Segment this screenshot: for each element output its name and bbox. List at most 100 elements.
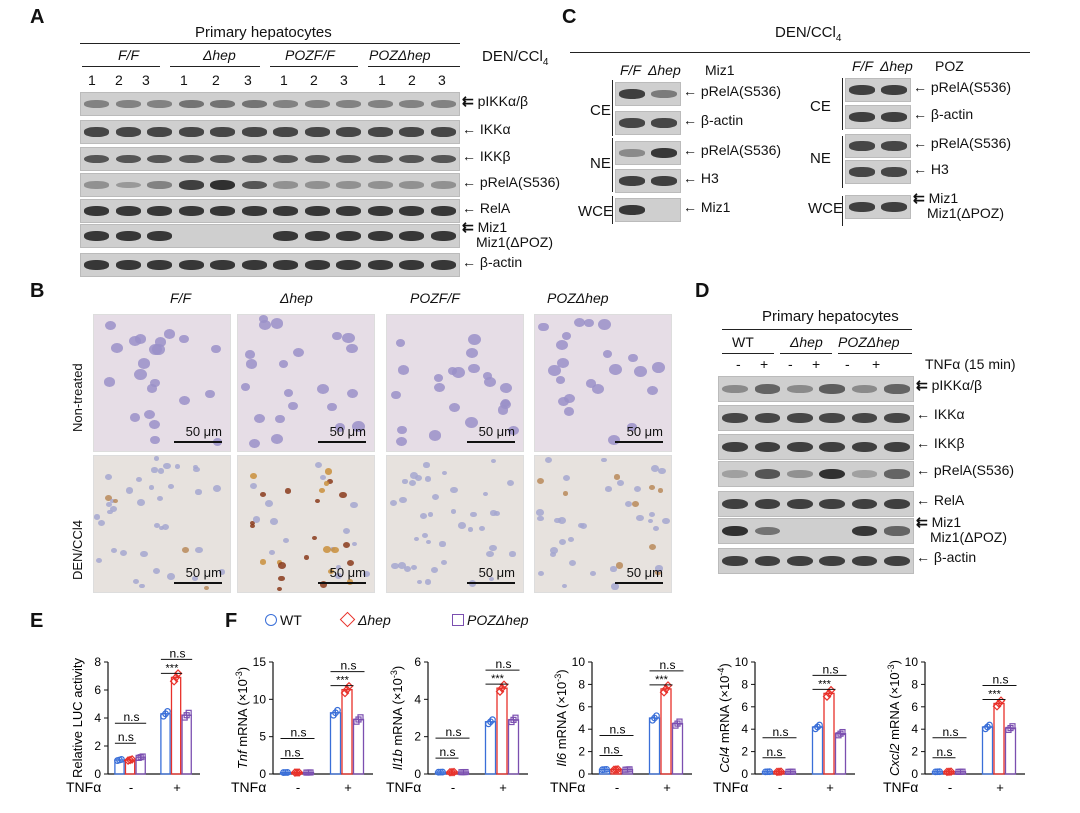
- lane-number: 1: [378, 72, 386, 88]
- band: [849, 202, 875, 212]
- data-point: [447, 767, 457, 777]
- blot-row-label: ← pRelA(S536): [462, 174, 561, 190]
- y-tick-label: 10: [905, 655, 919, 669]
- annotation: n.s: [766, 745, 782, 759]
- blot-row: [80, 147, 460, 171]
- nucleus: [428, 430, 441, 441]
- data-point: [449, 767, 459, 777]
- blot-row-label: ⇇ Miz1: [462, 219, 508, 235]
- nucleus: [125, 487, 134, 494]
- nucleus: [658, 467, 666, 474]
- data-point: [160, 712, 167, 720]
- nucleus: [146, 384, 157, 393]
- band: [273, 127, 299, 137]
- data-point: [946, 767, 956, 777]
- nucleus: [655, 570, 661, 575]
- band: [147, 100, 173, 108]
- micrograph: 50 μm: [93, 314, 231, 452]
- nucleus: [327, 568, 334, 574]
- data-point: [996, 696, 1006, 706]
- band: [210, 100, 236, 108]
- nucleus: [193, 466, 200, 473]
- band: [115, 100, 141, 108]
- treatment-sign: -: [788, 356, 793, 372]
- blot-row-label: ← pRelA(S536): [913, 135, 1012, 151]
- x-tick-label: -: [129, 780, 133, 795]
- data-point: [437, 768, 444, 776]
- annotation: n.s: [609, 723, 625, 737]
- lane-number: 2: [115, 72, 123, 88]
- nucleus: [423, 462, 430, 468]
- panel-label-a: A: [30, 6, 45, 28]
- panel-label-f: F: [225, 610, 238, 632]
- panel-a-group-4: POZΔhep: [369, 47, 431, 63]
- annotation: n.s: [495, 657, 511, 671]
- band: [754, 469, 781, 479]
- nucleus: [96, 557, 103, 564]
- blot-row-label: ← H3: [683, 170, 719, 186]
- band: [851, 385, 878, 393]
- nucleus: [105, 474, 113, 481]
- y-axis-label: Cxcl2 mRNA (×10-3): [886, 660, 902, 776]
- nucleus: [478, 525, 485, 531]
- nucleus: [648, 543, 656, 550]
- band: [786, 441, 813, 453]
- band: [147, 206, 173, 216]
- data-point: [839, 728, 846, 736]
- data-point: [814, 723, 821, 731]
- fraction-bracket: [842, 136, 843, 188]
- bar: [761, 771, 774, 775]
- band: [849, 112, 875, 122]
- nucleus: [615, 562, 624, 570]
- band: [241, 260, 267, 270]
- nucleus: [154, 456, 160, 461]
- nucleus: [205, 389, 215, 398]
- nucleus: [258, 319, 272, 331]
- treatment-sign: -: [736, 356, 741, 372]
- legend-poz: POZΔhep: [452, 612, 529, 628]
- annotation: n.s: [659, 658, 675, 672]
- tnf-label: TNFα: [883, 779, 918, 795]
- bar: [434, 771, 447, 775]
- nucleus: [647, 386, 658, 396]
- data-point: [445, 767, 455, 777]
- nucleus: [312, 536, 318, 541]
- band: [883, 413, 910, 423]
- scale-bar: [318, 441, 366, 443]
- bar: [981, 726, 994, 775]
- data-point: [762, 768, 769, 776]
- data-point: [672, 722, 679, 729]
- band: [430, 181, 456, 189]
- data-point: [674, 720, 681, 727]
- y-tick-label: 10: [572, 655, 586, 669]
- scale-bar: [467, 441, 515, 443]
- y-tick-label: 2: [578, 745, 585, 759]
- blot-row-label: ← RelA: [462, 200, 511, 216]
- panel-b-col-3: POZF/F: [410, 290, 460, 306]
- fraction-label: CE: [590, 102, 611, 119]
- band: [115, 231, 141, 241]
- band: [651, 118, 677, 128]
- nucleus: [287, 401, 298, 410]
- blot-row: [615, 169, 681, 193]
- panel-a-treatment: DEN/CCl4: [482, 48, 549, 68]
- nucleus: [269, 550, 275, 555]
- x-tick-label: +: [996, 780, 1004, 795]
- band: [399, 127, 425, 137]
- band: [786, 555, 813, 567]
- lane-number: 3: [438, 72, 446, 88]
- scale-bar: [174, 582, 222, 584]
- blot-row-label: ← pRelA(S536): [913, 79, 1012, 95]
- nucleus: [490, 510, 497, 516]
- nucleus: [469, 511, 477, 518]
- x-tick-label: -: [615, 780, 619, 795]
- blot-row-label: ← RelA: [916, 492, 965, 508]
- blot-row-label: ← β-actin: [916, 549, 977, 565]
- nucleus: [574, 317, 586, 328]
- panel-label-c: C: [562, 6, 577, 28]
- nucleus: [488, 576, 495, 582]
- band: [147, 154, 173, 164]
- scale-label: 50 μm: [478, 565, 515, 580]
- nucleus: [320, 475, 327, 481]
- scale-bar: [615, 441, 663, 443]
